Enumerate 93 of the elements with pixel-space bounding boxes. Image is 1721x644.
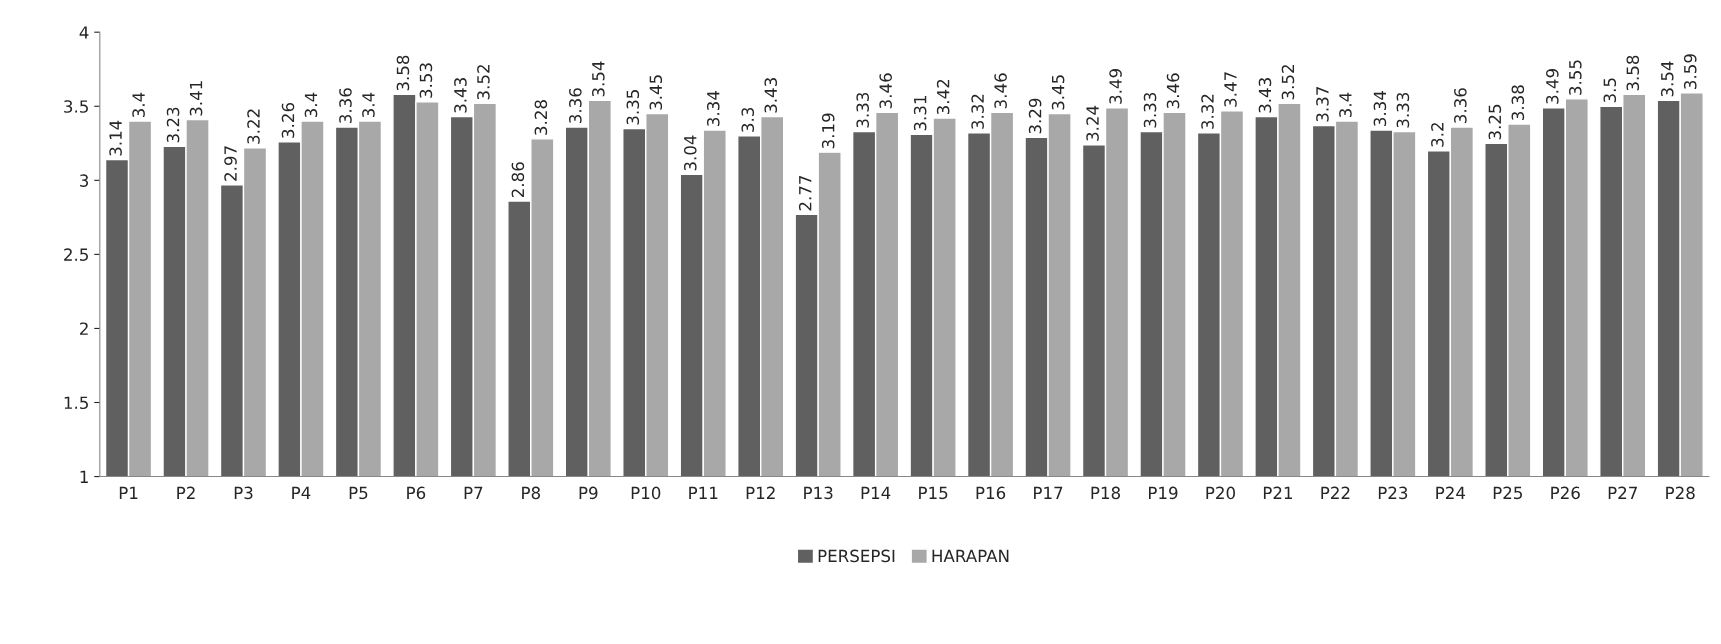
data-label: 3.47 — [1224, 72, 1237, 107]
data-label: 3.32 — [1201, 94, 1214, 129]
data-label: 3.52 — [1281, 65, 1295, 100]
x-tick-label: P28 — [1666, 486, 1695, 500]
x-tick-label: P8 — [522, 486, 541, 500]
data-label: 3.37 — [1316, 87, 1329, 122]
x-tick-label: P15 — [919, 486, 948, 500]
data-label: 3.36 — [339, 88, 352, 123]
x-tick-label: P13 — [804, 486, 833, 500]
data-label: 3.32 — [971, 94, 984, 129]
data-label: 3.43 — [1258, 78, 1272, 113]
x-tick-label: P7 — [464, 486, 483, 499]
x-tick-label: P16 — [976, 486, 1006, 500]
data-label: 3.14 — [109, 120, 122, 156]
data-label: 3.29 — [1028, 98, 1042, 134]
data-label: 3.2 — [1431, 123, 1444, 147]
data-label: 3.46 — [1166, 73, 1180, 109]
data-label: 3.36 — [1454, 88, 1467, 123]
data-label: 3.36 — [569, 88, 582, 123]
x-tick-label: P3 — [234, 486, 253, 500]
x-tick-label: P25 — [1493, 486, 1522, 500]
y-tick-label: 3.5 — [64, 100, 88, 113]
data-label: 3.33 — [1396, 92, 1410, 128]
x-tick-label: P19 — [1149, 486, 1178, 500]
data-label: 3.49 — [1109, 69, 1122, 104]
data-label: 3.5 — [1603, 78, 1617, 103]
x-tick-label: P10 — [631, 486, 661, 500]
data-label: 3.22 — [247, 109, 260, 144]
data-label: 3.52 — [477, 65, 490, 100]
data-label: 3.35 — [626, 90, 640, 125]
y-tick-label: 3 — [80, 174, 89, 187]
data-label: 3.43 — [454, 78, 467, 113]
data-label: 3.33 — [856, 92, 869, 128]
x-tick-label: P22 — [1321, 486, 1350, 499]
data-label: 3.49 — [1546, 69, 1559, 104]
x-tick-label: P11 — [689, 486, 718, 499]
data-label: 3.58 — [396, 55, 410, 91]
x-tick-label: P1 — [119, 486, 138, 499]
data-label: 3.4 — [362, 92, 375, 118]
data-label: 3.42 — [936, 79, 950, 115]
data-label: 3.25 — [1488, 104, 1502, 140]
y-tick-label: 1 — [80, 470, 88, 483]
data-label: 3.04 — [683, 135, 697, 171]
y-tick-label: 4 — [79, 26, 89, 39]
x-tick-label: P2 — [177, 486, 195, 499]
data-label: 3.4 — [304, 92, 318, 118]
x-tick-label: P14 — [861, 486, 891, 499]
x-tick-label: P4 — [292, 486, 311, 499]
data-label: 3.41 — [189, 81, 203, 116]
data-label: 3.26 — [281, 102, 295, 138]
data-label: 3.46 — [994, 73, 1007, 109]
data-label: 3.4 — [132, 92, 145, 118]
data-label: 3.54 — [592, 61, 605, 97]
data-label: 3.54 — [1660, 61, 1674, 97]
data-label: 3.38 — [1511, 85, 1525, 120]
data-label: 3.3 — [741, 107, 755, 132]
x-tick-label: P9 — [579, 486, 598, 500]
x-tick-label: P21 — [1263, 486, 1293, 499]
x-tick-label: P23 — [1378, 486, 1408, 500]
data-label: 3.4 — [1339, 92, 1352, 118]
data-label: 2.77 — [798, 175, 812, 211]
legend-label: PERSEPSI — [818, 549, 895, 563]
x-tick-label: P24 — [1436, 486, 1466, 499]
x-tick-label: P5 — [349, 486, 368, 500]
data-label: 3.28 — [534, 100, 548, 135]
x-tick-label: P18 — [1091, 486, 1121, 500]
data-label: 3.34 — [706, 91, 720, 126]
data-label: 3.19 — [821, 113, 835, 149]
data-label: 3.59 — [1683, 54, 1697, 89]
x-tick-label: P12 — [746, 486, 775, 499]
data-label: 3.53 — [419, 63, 433, 98]
y-tick-label: 1.5 — [64, 396, 88, 410]
data-label: 3.24 — [1086, 105, 1099, 141]
data-label: 3.33 — [1143, 92, 1157, 128]
data-label: 2.97 — [224, 146, 237, 181]
data-label: 3.55 — [1569, 60, 1582, 95]
x-tick-label: P20 — [1206, 486, 1235, 500]
data-label: 3.23 — [166, 107, 180, 143]
legend-label: HARAPAN — [932, 549, 1009, 562]
data-label: 3.34 — [1373, 91, 1387, 126]
data-label: 3.46 — [879, 73, 892, 109]
y-tick-label: 2.5 — [64, 248, 88, 261]
y-tick-label: 2 — [80, 322, 88, 335]
data-label: 3.58 — [1626, 55, 1640, 91]
data-label: 3.31 — [913, 96, 927, 131]
data-label: 3.45 — [1051, 75, 1065, 110]
x-tick-label: P6 — [407, 486, 426, 500]
x-tick-label: P26 — [1551, 486, 1580, 500]
data-label: 2.86 — [511, 162, 525, 198]
x-tick-label: P27 — [1608, 486, 1637, 499]
data-label: 3.43 — [764, 78, 778, 113]
data-label: 3.45 — [649, 75, 663, 110]
x-tick-label: P17 — [1034, 486, 1063, 499]
